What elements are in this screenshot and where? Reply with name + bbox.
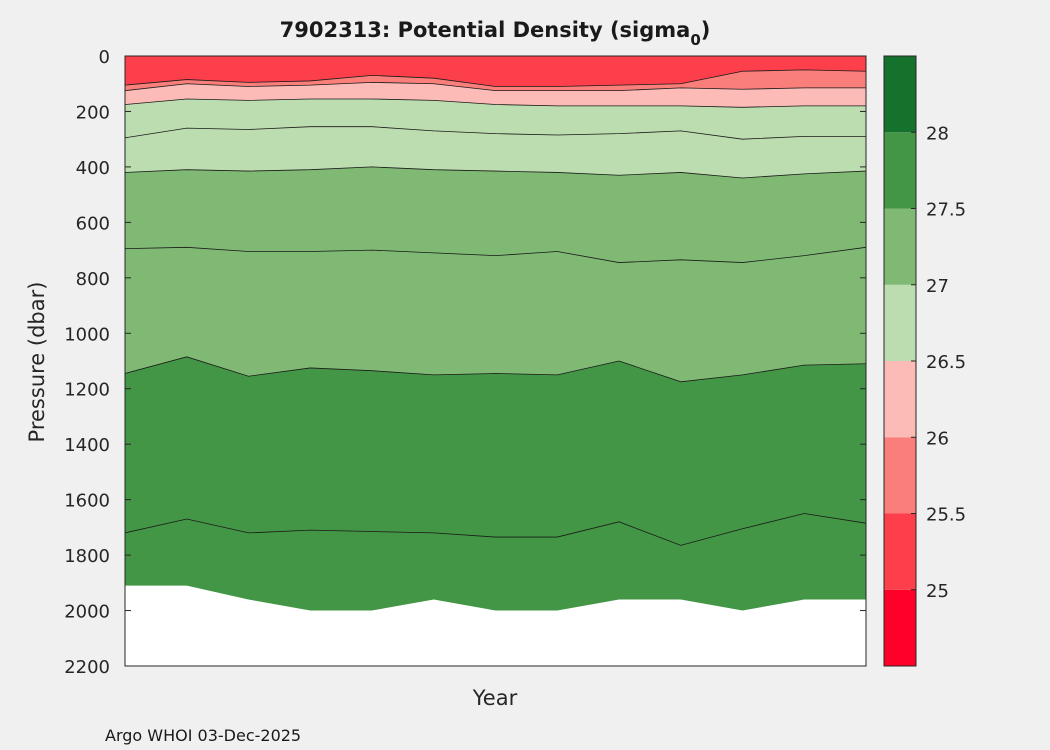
colorbar-tick-label: 26 (926, 428, 949, 449)
y-tick-label: 0 (99, 47, 110, 68)
y-tick-label: 400 (76, 158, 110, 179)
no-data-region (125, 585, 866, 666)
y-tick-label: 600 (76, 213, 110, 234)
plot-area (124, 55, 867, 667)
contour-line-1 (124, 81, 866, 92)
contour-line-4 (124, 166, 867, 179)
chart-title: 7902313: Potential Density (sigma0) (280, 18, 711, 49)
colorbar-band-7 (884, 56, 916, 133)
y-tick-label: 1000 (64, 324, 110, 345)
colorbar-tick-label: 25 (926, 581, 949, 602)
y-axis-label: Pressure (dbar) (25, 282, 49, 443)
colorbar-tick-label: 27.5 (926, 200, 966, 221)
colorbar-band-0 (884, 589, 916, 666)
colorbar-band-5 (884, 208, 916, 285)
colorbar-band-3 (884, 361, 916, 438)
contour-line-6 (124, 356, 867, 383)
contour-line-3 (124, 126, 866, 140)
footer-credit: Argo WHOI 03-Dec-2025 (105, 726, 301, 745)
colorbar-tick-label: 27 (926, 276, 949, 297)
colorbar: 25 25.5 26 26.5 27 27.5 28 (883, 55, 966, 667)
colorbar-band-2 (884, 437, 916, 514)
contour-line-2 (124, 98, 866, 108)
y-tick-label: 2000 (64, 602, 110, 623)
colorbar-tick-label: 26.5 (926, 352, 966, 373)
title-suffix: ) (701, 18, 711, 42)
colorbar-tick-label: 25.5 (926, 505, 966, 526)
y-axis: 0 200 400 600 800 1000 1200 1400 1600 1800 2000 220… (64, 47, 866, 678)
colorbar-tick-label: 28 (926, 123, 949, 144)
y-tick-label: 1400 (64, 435, 110, 456)
title-subscript: 0 (690, 31, 700, 49)
contour-line-5 (124, 246, 867, 263)
axes-box (124, 55, 867, 667)
colorbar-band-4 (884, 284, 916, 361)
y-tick-label: 800 (76, 269, 110, 290)
y-tick-label: 1800 (64, 546, 110, 567)
y-tick-label: 1600 (64, 491, 110, 512)
x-axis-label: Year (472, 686, 518, 710)
y-tick-label: 2200 (64, 657, 110, 678)
contour-line-7 (124, 513, 867, 546)
contour-line-0 (124, 69, 867, 87)
colorbar-band-6 (884, 132, 916, 209)
y-tick-label: 1200 (64, 380, 110, 401)
colorbar-band-1 (884, 513, 916, 590)
y-tick-label: 200 (76, 102, 110, 123)
